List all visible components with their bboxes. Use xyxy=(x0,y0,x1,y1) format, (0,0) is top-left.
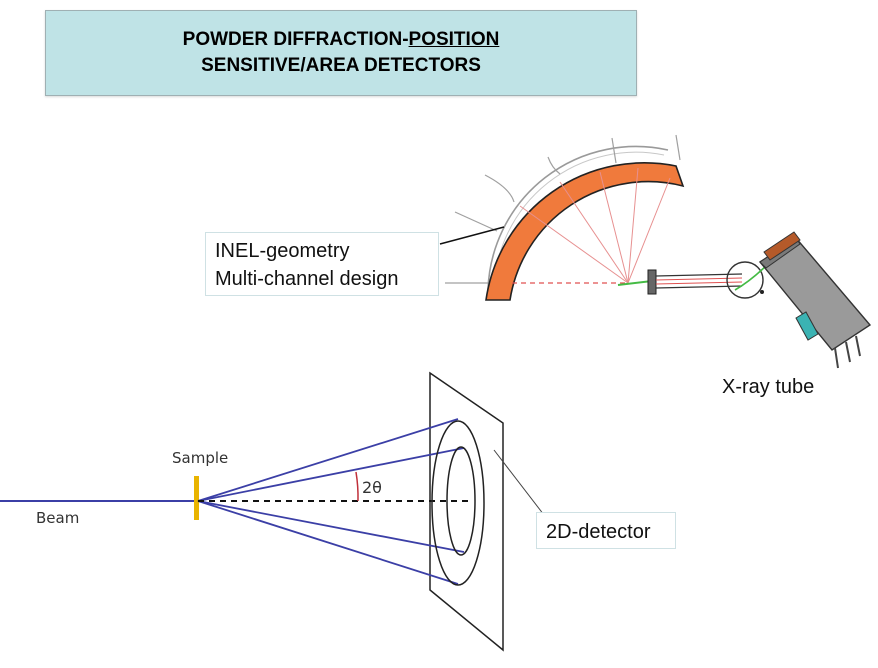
outer-diffraction-ring xyxy=(431,420,485,586)
inel-leader-line xyxy=(439,226,505,245)
x-ray-tube-housing xyxy=(758,231,872,369)
diffraction-rays xyxy=(519,167,671,284)
focal-beam xyxy=(617,280,653,286)
title-line-1: POWDER DIFFRACTION-POSITION xyxy=(182,29,500,51)
inel-geometry-illustration xyxy=(439,134,872,369)
beam-tube-inner xyxy=(655,277,743,281)
inel-callout: INEL-geometry Multi-channel design xyxy=(205,232,439,296)
detector-leader-line xyxy=(493,449,545,516)
beam-tube-inner-2 xyxy=(655,281,743,285)
inel-line-2: Multi-channel design xyxy=(215,268,399,290)
monochromator-circle xyxy=(726,261,764,299)
x-ray-tube-label: X-ray tube xyxy=(722,376,815,398)
beam-tube xyxy=(655,273,743,289)
frame-ticks xyxy=(445,134,681,284)
diffraction-cone-rays xyxy=(197,418,465,585)
detector-plate xyxy=(429,371,504,652)
beam-label: Beam xyxy=(36,509,79,527)
sample-label: Sample xyxy=(172,449,228,467)
title-underlined-word: POSITION xyxy=(408,29,500,51)
title-line-2: SENSITIVE/AREA DETECTORS xyxy=(201,55,481,76)
area-detector-illustration: 2θ Sample Beam xyxy=(0,371,545,652)
outer-frame-arc xyxy=(487,145,669,291)
detector-2d-callout: 2D-detector xyxy=(536,512,676,549)
curved-detector-arc xyxy=(485,162,685,301)
inel-line-1: INEL-geometry xyxy=(215,240,350,262)
two-theta-arc xyxy=(355,471,359,502)
two-theta-label: 2θ xyxy=(362,478,382,497)
sample-holder xyxy=(194,476,199,520)
title-box: POWDER DIFFRACTION-POSITION SENSITIVE/AR… xyxy=(45,10,637,96)
collimator xyxy=(647,269,657,295)
inner-diffraction-ring xyxy=(446,446,476,556)
